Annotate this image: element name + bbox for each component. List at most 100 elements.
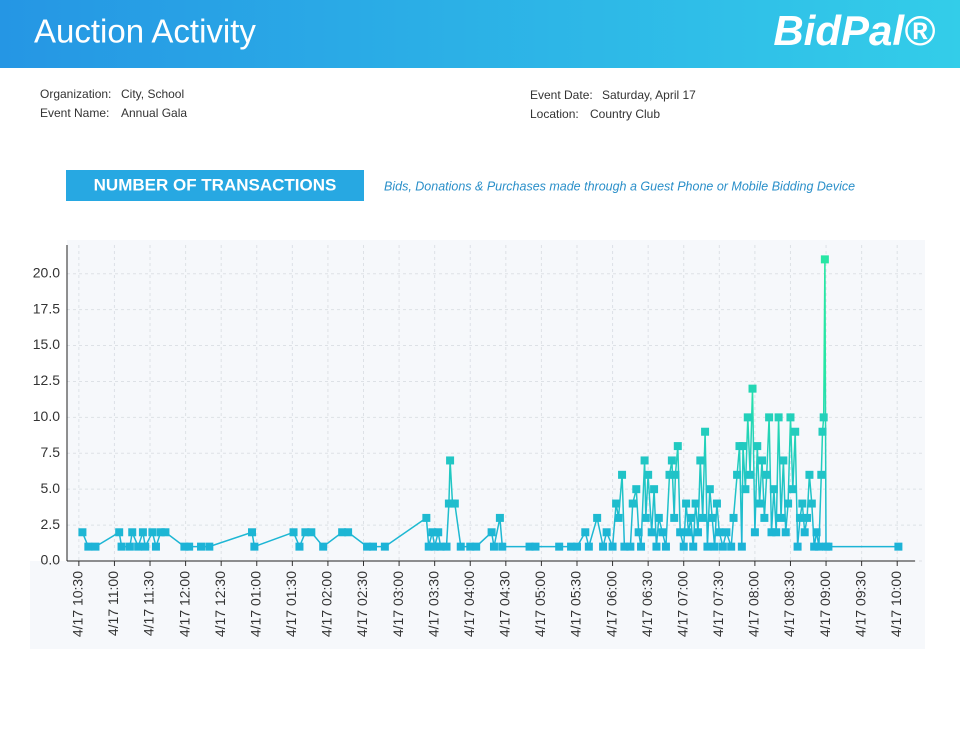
data-point <box>640 456 649 465</box>
data-point <box>737 542 746 551</box>
data-point <box>141 542 150 551</box>
data-point <box>593 513 602 522</box>
data-point <box>295 542 304 551</box>
data-point <box>628 499 637 508</box>
data-point <box>779 456 788 465</box>
data-point <box>424 542 433 551</box>
data-point <box>472 542 481 551</box>
x-tick-label: 4/17 11:30 <box>141 571 157 636</box>
data-point <box>602 528 611 537</box>
x-tick-label: 4/17 08:00 <box>746 571 762 637</box>
data-point <box>498 542 507 551</box>
data-point <box>380 542 389 551</box>
data-point <box>489 542 498 551</box>
logo: BidPal® <box>773 7 935 54</box>
data-point <box>654 513 663 522</box>
data-point <box>807 499 816 508</box>
info-label: Event Date: <box>530 88 593 102</box>
data-point <box>665 470 674 479</box>
data-point <box>618 470 627 479</box>
data-point <box>608 542 617 551</box>
data-point <box>727 542 736 551</box>
data-point <box>803 513 812 522</box>
x-tick-label: 4/17 04:30 <box>497 571 513 637</box>
y-tick-label: 0.0 <box>41 552 61 568</box>
x-tick-label: 4/17 06:00 <box>603 571 619 637</box>
data-point <box>689 542 698 551</box>
data-point <box>531 542 540 551</box>
data-point <box>138 528 147 537</box>
data-point <box>620 542 629 551</box>
data-point <box>301 528 310 537</box>
section-subtitle: Bids, Donations & Purchases made through… <box>384 179 855 193</box>
y-tick-label: 5.0 <box>41 480 61 496</box>
data-point <box>767 528 776 537</box>
data-point <box>671 470 680 479</box>
data-point <box>344 528 353 537</box>
data-point <box>634 528 643 537</box>
data-point <box>422 513 431 522</box>
data-point <box>555 542 564 551</box>
x-tick-label: 4/17 02:30 <box>354 571 370 637</box>
data-point <box>78 528 87 537</box>
y-tick-label: 20.0 <box>33 264 60 280</box>
data-point <box>134 542 143 551</box>
data-point <box>647 528 656 537</box>
data-point <box>703 542 712 551</box>
data-point <box>117 542 126 551</box>
x-tick-label: 4/17 11:00 <box>105 571 121 636</box>
data-point <box>641 513 650 522</box>
data-point <box>307 528 316 537</box>
info-value: Annual Gala <box>121 106 187 120</box>
data-point <box>581 528 590 537</box>
data-point <box>428 528 437 537</box>
data-point <box>788 485 797 494</box>
data-point <box>762 470 771 479</box>
data-point <box>658 528 667 537</box>
header-banner <box>0 0 960 68</box>
x-tick-label: 4/17 02:00 <box>319 571 335 637</box>
data-point <box>572 542 581 551</box>
data-point <box>161 528 170 537</box>
data-point <box>180 542 189 551</box>
data-point <box>442 542 451 551</box>
y-tick-label: 17.5 <box>33 300 60 316</box>
x-tick-label: 4/17 08:30 <box>781 571 797 637</box>
y-tick-label: 12.5 <box>33 372 60 388</box>
data-point <box>722 528 731 537</box>
data-point <box>818 427 827 436</box>
x-tick-label: 4/17 09:30 <box>852 571 868 637</box>
data-point <box>525 542 534 551</box>
section-title: NUMBER OF TRANSACTIONS <box>94 175 337 194</box>
x-tick-label: 4/17 06:30 <box>639 571 655 637</box>
data-point <box>250 542 259 551</box>
data-point <box>793 542 802 551</box>
data-point <box>784 499 793 508</box>
data-point <box>824 542 833 551</box>
data-point <box>644 470 653 479</box>
data-point <box>686 513 695 522</box>
data-point <box>691 499 700 508</box>
data-point <box>197 542 206 551</box>
data-point <box>205 542 214 551</box>
data-point <box>115 528 124 537</box>
data-point <box>812 528 821 537</box>
info-value: Country Club <box>590 107 660 121</box>
data-point <box>774 413 783 422</box>
data-point <box>91 542 100 551</box>
data-point <box>791 427 800 436</box>
axis-background <box>30 561 925 649</box>
info-value: City, School <box>121 87 184 101</box>
data-point <box>584 542 593 551</box>
data-point <box>319 542 328 551</box>
y-tick-label: 10.0 <box>33 408 60 424</box>
data-point <box>810 542 819 551</box>
data-point <box>679 542 688 551</box>
data-point <box>612 499 621 508</box>
x-tick-label: 4/17 01:00 <box>247 571 263 637</box>
data-point <box>363 542 372 551</box>
data-point <box>750 528 759 537</box>
section-badge <box>66 170 364 201</box>
data-point <box>701 427 710 436</box>
data-point <box>733 470 742 479</box>
